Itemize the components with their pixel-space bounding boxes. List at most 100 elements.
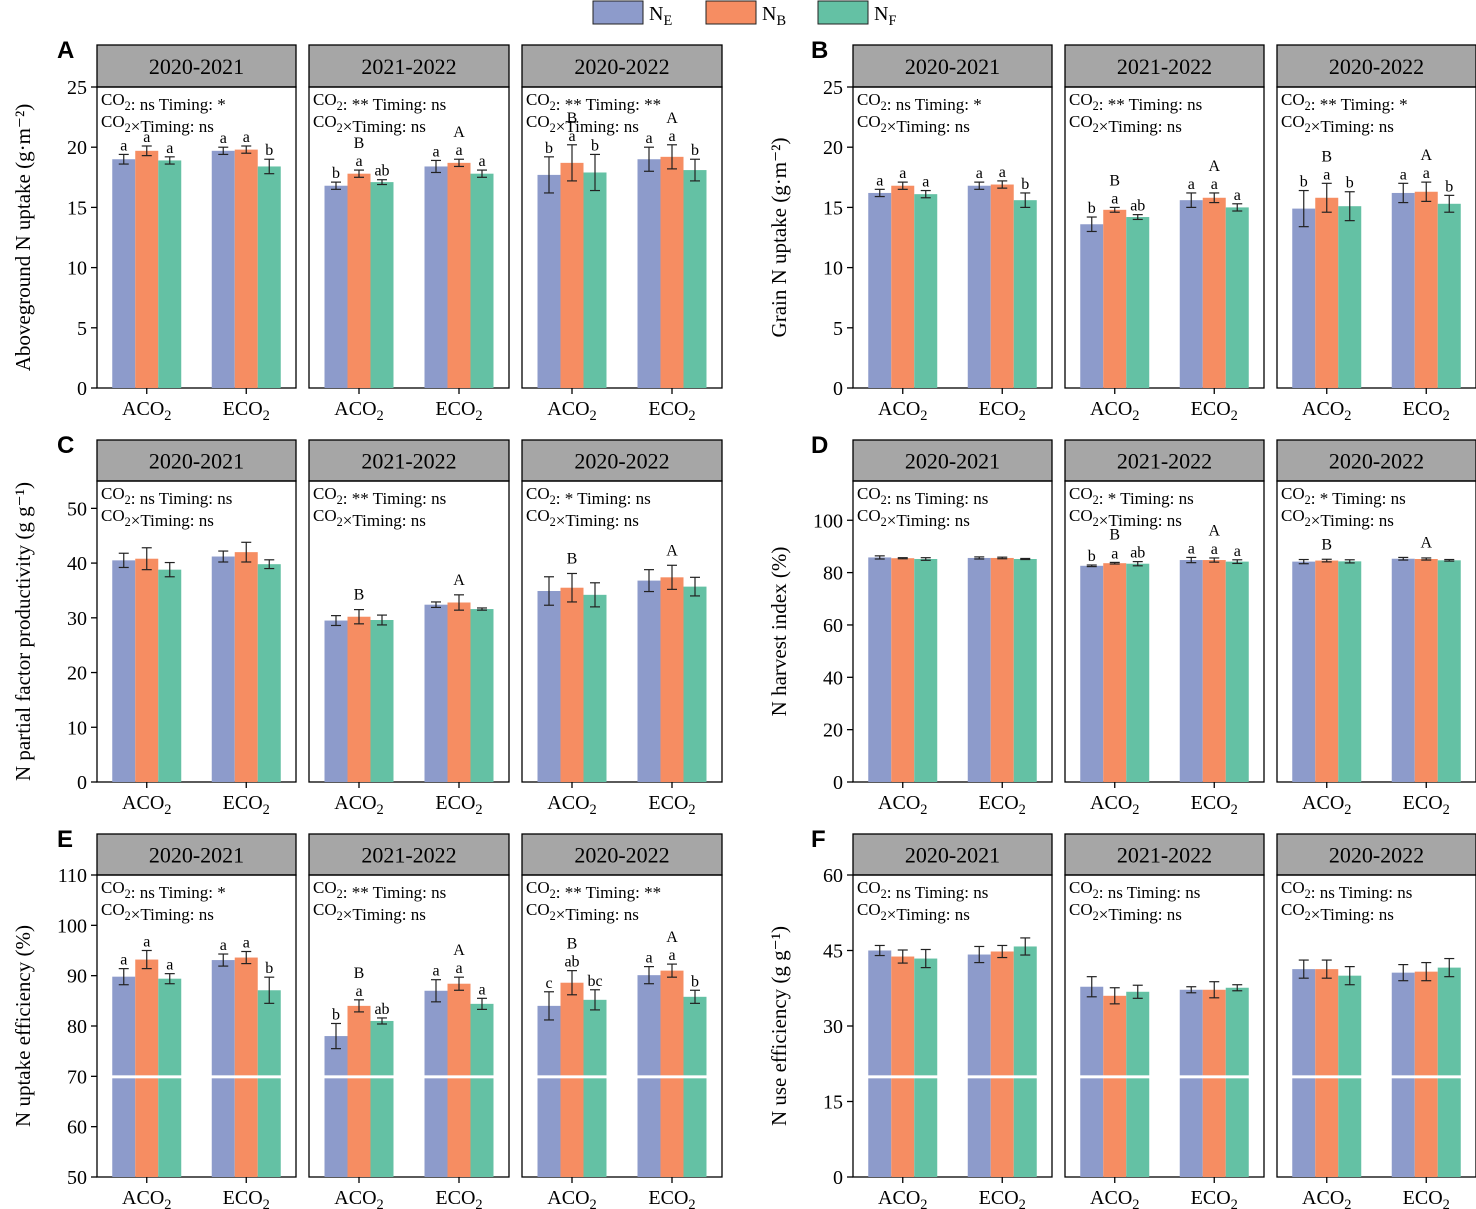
bar-NE xyxy=(112,159,136,388)
facet-strip xyxy=(1064,439,1265,482)
legend-label-NB: NB xyxy=(762,3,786,29)
stat-line-2: CO2×Timing: ns xyxy=(313,112,426,136)
y-tick-label: 10 xyxy=(67,717,87,739)
significance-letter: b xyxy=(545,140,553,157)
bar-group-2: A ECO2 xyxy=(424,572,494,818)
x-tick-label: ECO2 xyxy=(979,792,1026,818)
significance-letter: a xyxy=(668,947,675,964)
co2-significance-letter: B xyxy=(1109,527,1120,544)
bar-NE xyxy=(424,990,448,1177)
significance-letter: b xyxy=(1088,548,1096,565)
facet-strip xyxy=(1064,833,1265,876)
legend-swatch-NF xyxy=(817,0,869,25)
bar-NE xyxy=(1292,208,1316,388)
stat-line-2: CO2×Timing: ns xyxy=(526,112,639,136)
bar-NF xyxy=(470,1003,494,1177)
bar-NF xyxy=(1338,561,1362,782)
bar-NF xyxy=(470,609,494,782)
y-tick-label: 0 xyxy=(77,378,87,400)
stat-line-2: CO2×Timing: ns xyxy=(1281,112,1394,136)
bar-NB xyxy=(135,150,159,388)
legend-label-NF: NF xyxy=(874,3,896,29)
stat-line-1: CO2: ns Timing: ns xyxy=(101,484,232,508)
bar-NF xyxy=(1225,987,1249,1177)
significance-letter: a xyxy=(1111,190,1118,207)
panel-E: E N uptake efficiency (%) 50 60 70 80 90 100 110… xyxy=(11,826,723,1209)
co2-significance-letter: B xyxy=(567,936,578,953)
bar-group-1: ACO2 xyxy=(112,547,182,818)
bar-NF xyxy=(1126,563,1150,782)
bar-NB xyxy=(1315,560,1339,782)
bar-group-2: A ECO2 xyxy=(637,542,707,818)
bar-NE xyxy=(1391,192,1415,388)
significance-letter: b xyxy=(265,142,273,159)
bar-NB xyxy=(560,162,584,388)
bar-NE xyxy=(537,591,561,782)
facet-title: 2020-2021 xyxy=(905,449,1000,474)
x-tick-label: ECO2 xyxy=(1191,398,1238,424)
panel-label-C: C xyxy=(57,432,74,459)
stat-line-2: CO2×Timing: ns xyxy=(857,112,970,136)
facet-A-3: 2020-2022 CO2: ** Timing: **CO2×Timing: n… xyxy=(521,44,723,424)
y-tick-label: 15 xyxy=(67,197,87,219)
bar-NB xyxy=(891,956,915,1177)
plot-frame xyxy=(852,480,1053,783)
y-tick-label: 10 xyxy=(823,258,843,280)
y-tick-label: 5 xyxy=(833,318,843,340)
x-tick-label: ACO2 xyxy=(547,1187,596,1209)
stat-line-2: CO2×Timing: ns xyxy=(101,112,214,136)
facet-title: 2020-2021 xyxy=(905,54,1000,79)
significance-letter: b xyxy=(691,142,699,159)
bar-NE xyxy=(637,159,661,388)
bar-group-1: B ACO2 xyxy=(324,587,394,818)
significance-letter: b xyxy=(1445,178,1453,195)
x-tick-label: ACO2 xyxy=(334,792,383,818)
x-tick-label: ECO2 xyxy=(223,792,270,818)
significance-letter: ab xyxy=(564,954,579,971)
bar-NB xyxy=(1202,989,1226,1177)
bar-NB xyxy=(347,1005,371,1177)
facet-B-1: 2020-2021 CO2: ns Timing: *CO2×Timing: ns… xyxy=(852,44,1053,424)
y-tick-label: 20 xyxy=(823,720,843,742)
bar-NE xyxy=(211,150,235,388)
x-tick-label: ACO2 xyxy=(334,398,383,424)
bar-group-2: ECO2 xyxy=(1391,957,1461,1209)
stat-line-1: CO2: ns Timing: ns xyxy=(857,484,988,508)
bar-NE xyxy=(1080,986,1104,1177)
bar-NF xyxy=(1013,946,1037,1177)
x-tick-label: ECO2 xyxy=(648,398,695,424)
legend-swatch-NE xyxy=(592,0,644,25)
facet-strip xyxy=(852,44,1053,88)
significance-letter: a xyxy=(478,153,485,170)
bar-NF xyxy=(1126,217,1150,388)
facet-strip xyxy=(308,44,510,88)
significance-letter: a xyxy=(645,950,652,967)
bar-group-2: A ECO2 xyxy=(1391,534,1461,818)
y-tick-label: 40 xyxy=(823,667,843,689)
bar-NF xyxy=(1437,967,1461,1177)
x-tick-label: ECO2 xyxy=(979,1187,1026,1209)
significance-letter: a xyxy=(876,172,883,189)
plot-frame xyxy=(852,874,1053,1178)
bar-NB xyxy=(1414,558,1438,782)
stat-line-1: CO2: ** Timing: ns xyxy=(313,90,446,114)
significance-letter: a xyxy=(1323,166,1330,183)
bar-NB xyxy=(1414,971,1438,1177)
bar-NB xyxy=(660,156,684,388)
x-tick-label: ACO2 xyxy=(1090,1187,1139,1209)
significance-letter: bc xyxy=(587,973,602,990)
co2-significance-letter: B xyxy=(567,550,578,567)
bar-NF xyxy=(683,586,707,782)
significance-letter: a xyxy=(243,129,250,146)
y-tick-label: 60 xyxy=(823,865,843,887)
bar-NE xyxy=(1391,972,1415,1177)
bar-NB xyxy=(990,557,1014,782)
